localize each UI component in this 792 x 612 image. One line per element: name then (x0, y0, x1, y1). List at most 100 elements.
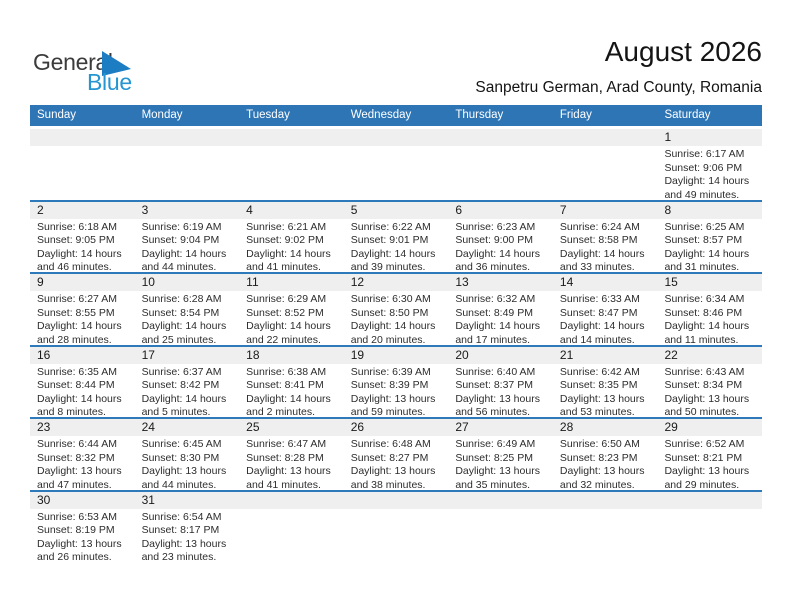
daylight-line-wrap: and 29 minutes. (664, 478, 740, 491)
empty-day-number (553, 129, 658, 146)
sunset-line: Sunset: 9:00 PM (455, 234, 533, 246)
day-number: 14 (559, 275, 574, 289)
sunset-line: Sunset: 8:17 PM (141, 524, 220, 536)
week-row: 30 31 Sunrise: 6:53 AM Sunset: 8:19 PM Dayli… (30, 491, 762, 565)
daylight-line: Daylight: 13 hours (455, 465, 540, 477)
day-cell: Sunrise: 6:25 AM Sunset: 8:57 PM Daylight:… (657, 219, 762, 275)
empty-day-number (239, 492, 344, 509)
sunrise-line: Sunrise: 6:35 AM (37, 365, 117, 378)
sunset-line: Sunset: 8:23 PM (559, 451, 638, 464)
day-cell: Sunrise: 6:29 AM Sunset: 8:52 PM Daylight:… (239, 291, 344, 347)
week-row: 9 10 11 12 13 14 15 Sunrise: 6:27 AM Sunset: 8:5… (30, 274, 762, 347)
day-cells: Sunrise: 6:44 AM Sunset: 8:32 PM Daylight:… (30, 436, 762, 492)
day-cells: Sunrise: 6:17 AM Sunset: 9:06 PM Daylight:… (30, 146, 762, 202)
week-row: 23 24 25 26 27 28 29 Sunrise: 6:44 AM Sunset: 8:… (30, 419, 762, 492)
sunrise-line: Sunrise: 6:52 AM (664, 438, 745, 450)
logo-general-text: General (33, 49, 113, 75)
daylight-line-wrap: and 31 minutes. (664, 261, 740, 273)
daylight-line: Daylight: 14 hours (664, 175, 750, 187)
daylight-line-wrap: and 28 minutes. (37, 333, 112, 346)
empty-day-number (448, 492, 553, 509)
daylight-line: Daylight: 13 hours (141, 537, 227, 550)
day-number: 11 (246, 275, 259, 289)
daylight-line: Daylight: 14 hours (37, 392, 122, 405)
sunrise-line: Sunrise: 6:49 AM (455, 438, 536, 450)
sunset-line: Sunset: 8:57 PM (664, 234, 743, 246)
sunset-line: Sunset: 8:39 PM (350, 379, 429, 391)
sunset-line: Sunset: 8:32 PM (37, 451, 115, 464)
daylight-line-wrap: and 56 minutes. (455, 406, 531, 418)
daylight-line: Daylight: 14 hours (664, 320, 750, 332)
daylight-line: Daylight: 13 hours (37, 537, 122, 550)
day-number: 16 (37, 347, 51, 362)
day-cell: Sunrise: 6:48 AM Sunset: 8:27 PM Daylight:… (344, 436, 449, 492)
day-cells: Sunrise: 6:18 AM Sunset: 9:05 PM Daylight:… (30, 219, 762, 275)
empty-cell (553, 509, 658, 565)
day-number: 6 (455, 202, 462, 217)
day-cells: Sunrise: 6:35 AM Sunset: 8:44 PM Daylight:… (30, 364, 762, 420)
daylight-line-wrap: and 47 minutes. (37, 478, 112, 491)
sunset-line: Sunset: 9:05 PM (37, 234, 115, 246)
sunrise-line: Sunrise: 6:24 AM (559, 220, 640, 233)
daylight-line: Daylight: 14 hours (37, 247, 122, 260)
empty-day-number (135, 129, 240, 146)
day-cell: Sunrise: 6:18 AM Sunset: 9:05 PM Daylight:… (30, 219, 135, 275)
day-cell: Sunrise: 6:45 AM Sunset: 8:30 PM Daylight:… (135, 436, 240, 492)
sunset-line: Sunset: 8:58 PM (559, 234, 638, 246)
day-number: 30 (37, 492, 51, 507)
sunrise-line: Sunrise: 6:27 AM (37, 293, 117, 305)
empty-cell (448, 509, 553, 565)
empty-cell (657, 509, 762, 565)
empty-cell (344, 146, 449, 202)
day-cell: Sunrise: 6:44 AM Sunset: 8:32 PM Daylight:… (30, 436, 135, 492)
sunrise-line: Sunrise: 6:23 AM (455, 220, 536, 233)
weekday-header: Sunday Monday Tuesday Wednesday Thursday… (30, 105, 762, 126)
day-number: 20 (455, 347, 469, 362)
day-number: 5 (350, 202, 358, 217)
day-cell: Sunrise: 6:38 AM Sunset: 8:41 PM Daylight:… (239, 364, 344, 420)
sunset-line: Sunset: 9:02 PM (246, 234, 324, 246)
daylight-line-wrap: and 44 minutes. (141, 261, 217, 273)
day-number: 10 (141, 275, 155, 289)
sunrise-line: Sunrise: 6:39 AM (350, 365, 431, 378)
sunset-line: Sunset: 8:52 PM (246, 306, 324, 319)
empty-cell (239, 146, 344, 202)
logo-blue-text: Blue (87, 69, 132, 95)
daylight-line-wrap: and 53 minutes. (559, 406, 635, 418)
empty-day-number (657, 492, 762, 509)
day-number: 13 (455, 275, 469, 289)
day-number-band: 30 31 (30, 491, 762, 509)
daylight-line-wrap: and 22 minutes. (246, 333, 321, 346)
day-cell: Sunrise: 6:53 AM Sunset: 8:19 PM Daylight:… (30, 509, 135, 565)
daylight-line: Daylight: 14 hours (559, 320, 645, 332)
sunset-line: Sunset: 8:47 PM (559, 306, 638, 319)
weekday-label-saturday: Saturday (664, 109, 711, 121)
weekday-label-monday: Monday (141, 109, 183, 121)
day-cell: Sunrise: 6:24 AM Sunset: 8:58 PM Daylight:… (553, 219, 658, 275)
weekday-label-wednesday: Wednesday (350, 109, 412, 121)
empty-day-number (30, 129, 135, 146)
sunrise-line: Sunrise: 6:34 AM (664, 293, 745, 305)
day-cell: Sunrise: 6:39 AM Sunset: 8:39 PM Daylight:… (344, 364, 449, 420)
weekday-label-friday: Friday (559, 109, 592, 121)
empty-day-number (553, 492, 658, 509)
day-number: 26 (350, 420, 365, 434)
sunrise-line: Sunrise: 6:50 AM (559, 438, 640, 450)
day-cell: Sunrise: 6:28 AM Sunset: 8:54 PM Daylight:… (135, 291, 240, 347)
general-blue-logo: General Blue (33, 46, 153, 95)
day-number: 3 (141, 202, 149, 217)
sunset-line: Sunset: 8:25 PM (455, 451, 533, 464)
daylight-line: Daylight: 13 hours (141, 465, 227, 477)
sunset-line: Sunset: 8:44 PM (37, 379, 115, 391)
day-cell: Sunrise: 6:17 AM Sunset: 9:06 PM Daylight:… (657, 146, 762, 202)
day-cell: Sunrise: 6:54 AM Sunset: 8:17 PM Daylight:… (135, 509, 240, 565)
day-cell: Sunrise: 6:22 AM Sunset: 9:01 PM Daylight:… (344, 219, 449, 275)
day-number: 21 (559, 347, 574, 362)
daylight-line: Daylight: 14 hours (455, 247, 540, 260)
sunrise-line: Sunrise: 6:30 AM (350, 293, 431, 305)
sunset-line: Sunset: 8:42 PM (141, 379, 220, 391)
sunset-line: Sunset: 8:19 PM (37, 524, 115, 536)
day-cells: Sunrise: 6:53 AM Sunset: 8:19 PM Daylight:… (30, 509, 762, 565)
sunrise-line: Sunrise: 6:19 AM (141, 220, 222, 233)
